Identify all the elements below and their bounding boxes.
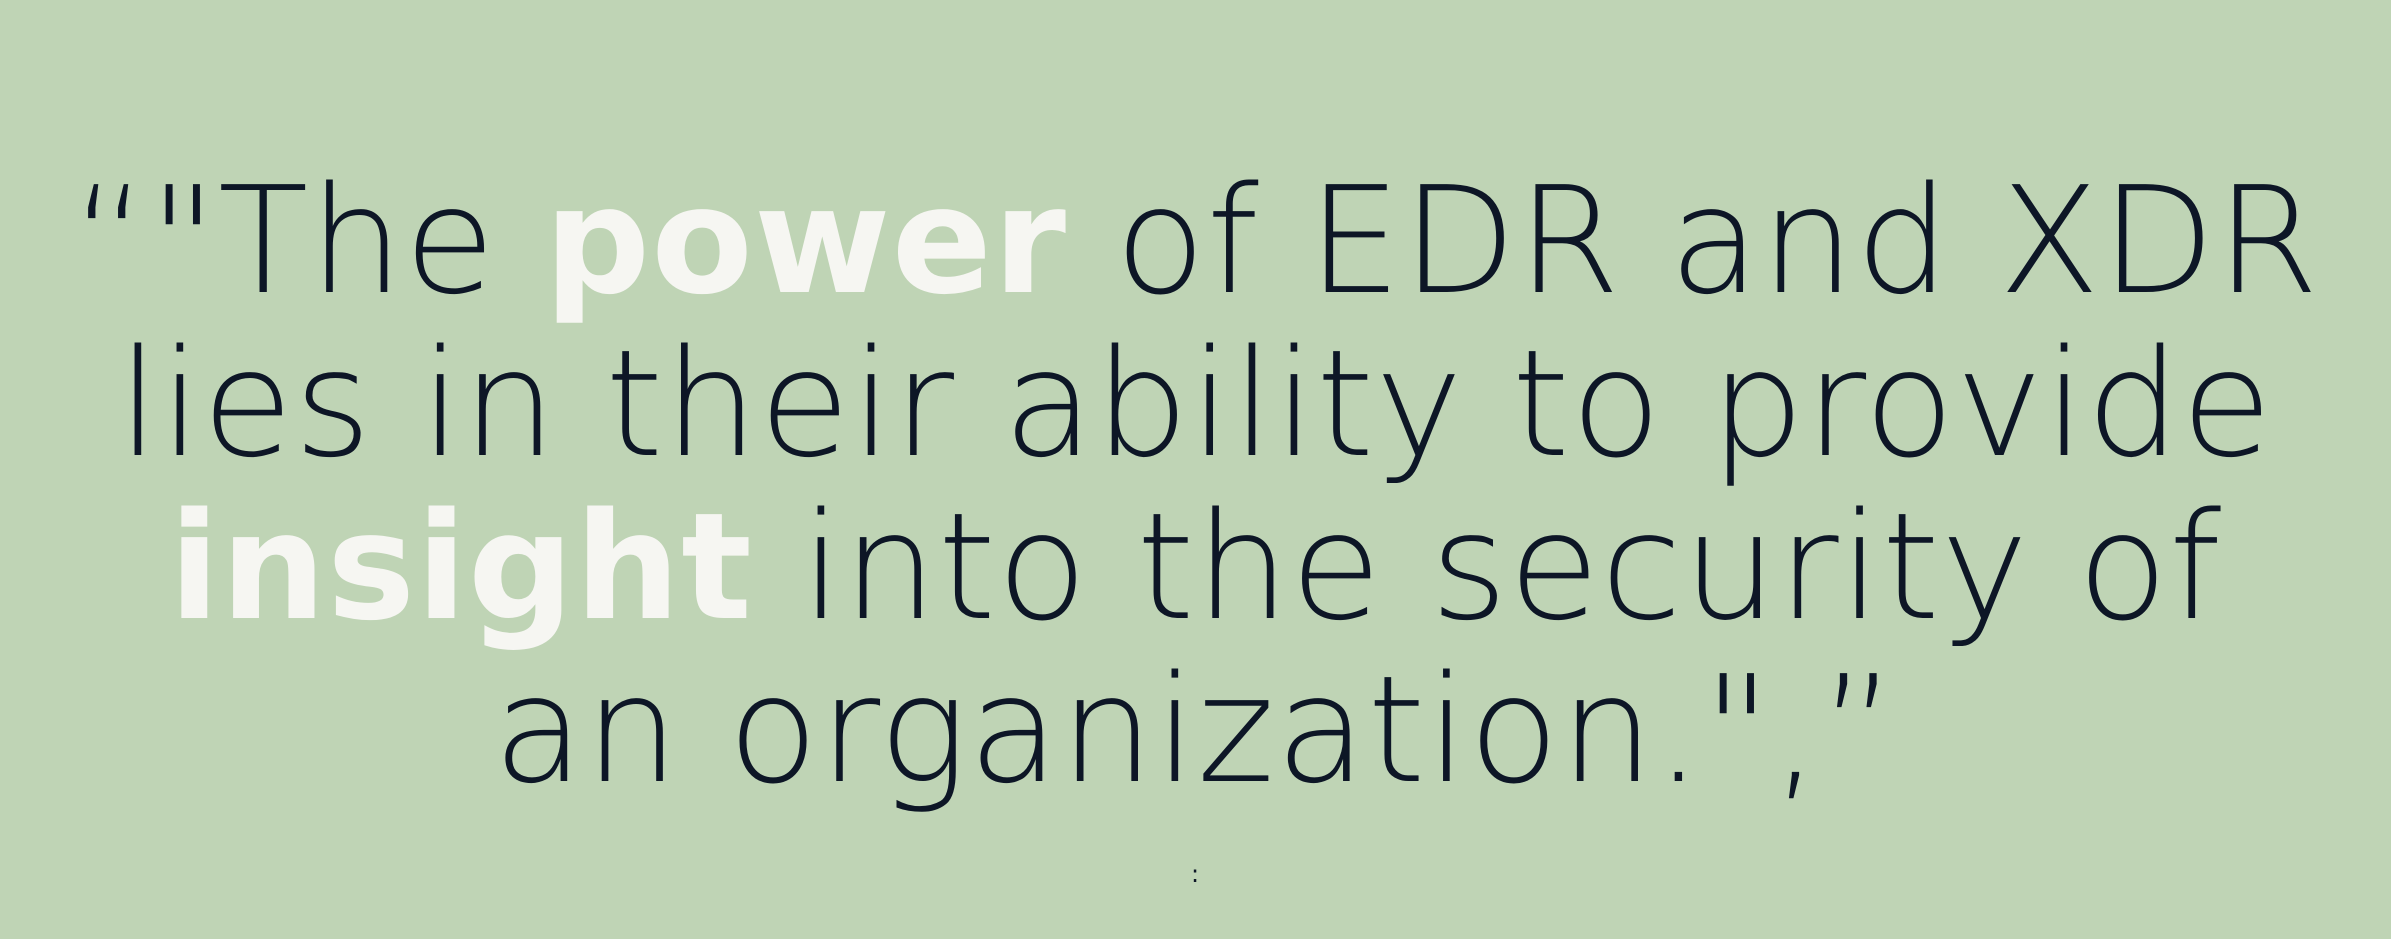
highlight-word-insight: insight: [168, 481, 753, 653]
quote-line-2: lies in their ability to provide: [117, 318, 2274, 490]
quote-line-4: an organization.",”: [493, 644, 1898, 816]
quote-line-1-before: “"The: [71, 155, 545, 327]
quote-text: “"The power of EDR and XDR lies in their…: [0, 160, 2391, 812]
quote-line-3: insight into the security of: [0, 486, 2391, 649]
quote-line-1: “"The power of EDR and XDR: [0, 160, 2391, 323]
more-indicator: :: [1190, 860, 1200, 888]
quote-line-3-after: into the security of: [752, 481, 2223, 653]
quote-line-1-after: of EDR and XDR: [1067, 155, 2320, 327]
highlight-word-power: power: [544, 155, 1067, 327]
